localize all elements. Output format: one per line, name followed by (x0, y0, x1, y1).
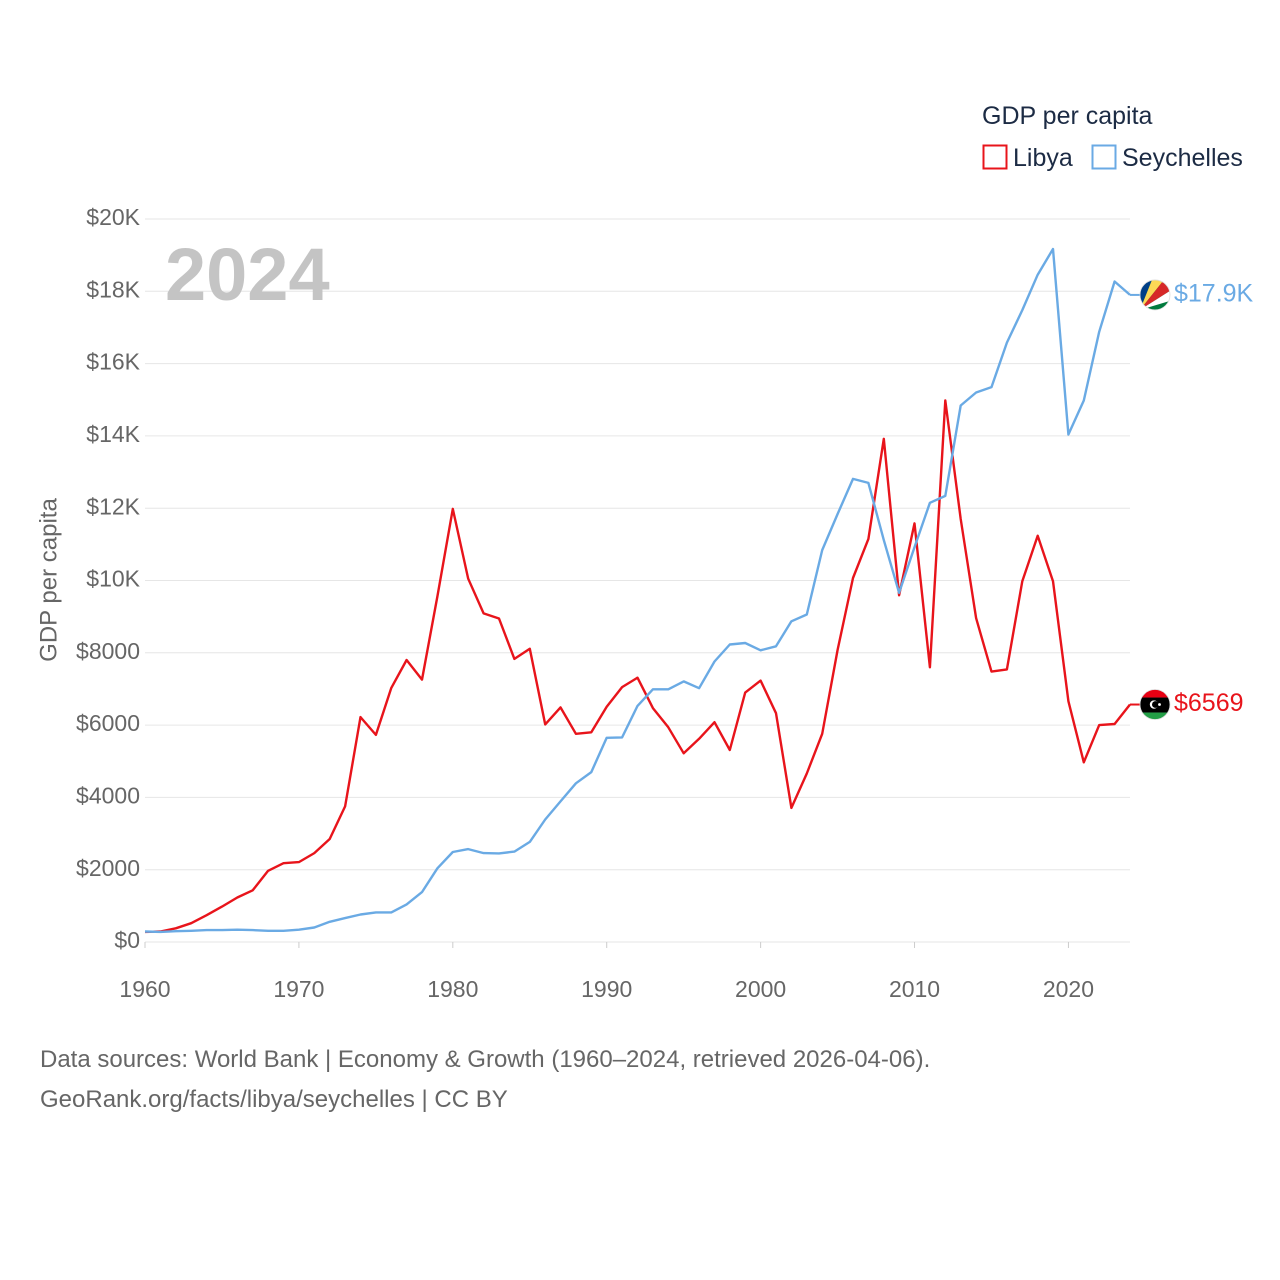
x-tick-label: 2000 (735, 976, 786, 1002)
x-tick-label: 1970 (273, 976, 324, 1002)
data-source-note: Data sources: World Bank | Economy & Gro… (40, 1040, 1240, 1120)
legend-swatch-seychelles[interactable] (1091, 144, 1117, 170)
grid-lines (145, 218, 1130, 943)
seychelles-flag-icon (1139, 279, 1171, 311)
end-value-label-libya: $6569 (1174, 689, 1244, 717)
series-line-libya[interactable] (144, 399, 1131, 934)
y-axis-label: GDP per capita (35, 498, 62, 662)
source-url-line[interactable]: GeoRank.org/facts/libya/seychelles | CC … (40, 1086, 508, 1113)
libya-flag-icon (1139, 689, 1171, 720)
y-tick-label: $6000 (76, 710, 140, 736)
y-tick-label: $10K (86, 566, 140, 592)
y-tick-label: $12K (86, 493, 140, 519)
series-line-seychelles[interactable] (144, 247, 1131, 934)
y-tick-label: $18K (86, 276, 140, 302)
x-tick-label: 2010 (889, 976, 940, 1002)
end-value-label-seychelles: $17.9K (1174, 280, 1254, 308)
y-tick-label: $2000 (76, 855, 140, 881)
x-tick-label: 1980 (427, 976, 478, 1002)
year-watermark: 2024 (165, 233, 330, 316)
y-tick-label: $14K (86, 421, 140, 447)
legend-swatch-libya[interactable] (982, 144, 1008, 170)
x-tick-label: 1990 (581, 976, 632, 1002)
legend: GDP per capita Libya Seychelles (982, 102, 1243, 172)
legend-label-seychelles[interactable]: Seychelles (1122, 144, 1243, 172)
source-line: Data sources: World Bank | Economy & Gro… (40, 1046, 931, 1073)
series-lines (144, 247, 1131, 934)
axes: $0 $2000 $4000 $6000 $8000 $10K $12K $14K $16K $1… (76, 204, 1094, 1002)
legend-label-libya[interactable]: Libya (1013, 144, 1073, 172)
y-tick-label: $8000 (76, 638, 140, 664)
legend-title: GDP per capita (982, 102, 1153, 130)
y-tick-label: $4000 (76, 782, 140, 808)
y-tick-label: $16K (86, 349, 140, 375)
end-labels: $6569 $17.9K (1130, 279, 1254, 720)
x-tick-label: 2020 (1043, 976, 1094, 1002)
y-tick-label: $0 (114, 927, 140, 953)
x-tick-label: 1960 (119, 976, 170, 1002)
y-tick-label: $20K (86, 204, 140, 230)
